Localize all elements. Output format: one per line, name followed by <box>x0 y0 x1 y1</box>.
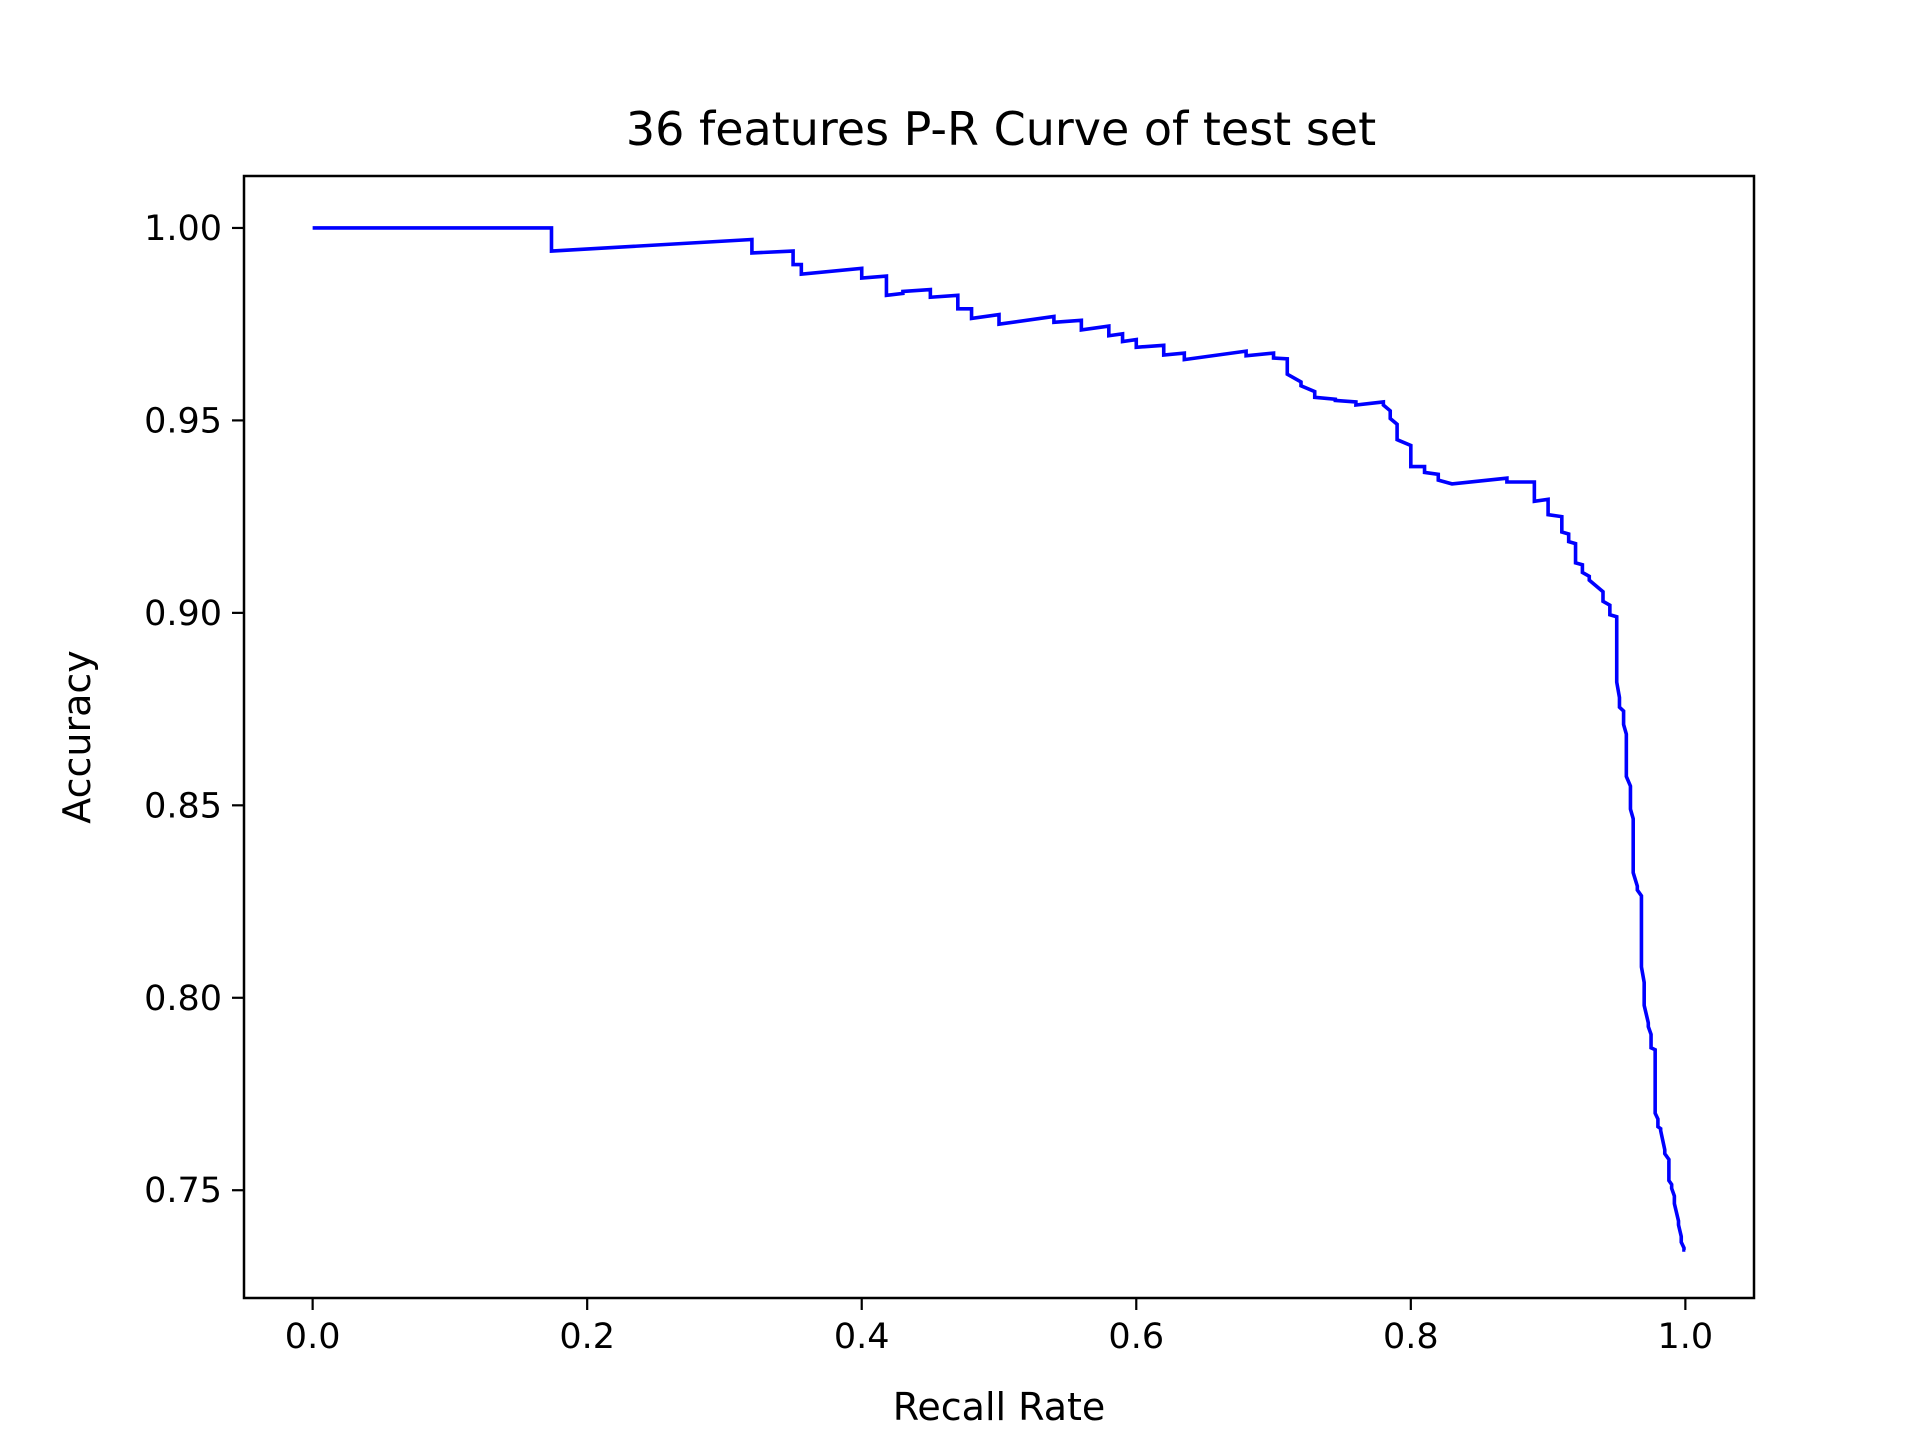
plot-frame <box>242 174 1756 1300</box>
y-tick-label: 0.75 <box>144 1171 222 1211</box>
y-tick-label: 0.90 <box>144 594 222 634</box>
x-tick-label: 0.4 <box>834 1317 890 1357</box>
x-axis: 0.0 0.2 0.4 0.6 0.8 1.0 <box>285 1298 1713 1357</box>
plot-area <box>312 226 1686 1252</box>
x-tick-label: 1.0 <box>1658 1317 1714 1357</box>
x-axis-label: Recall Rate <box>893 1385 1106 1429</box>
y-tick-label: 0.85 <box>144 786 222 826</box>
y-tick-label: 0.80 <box>144 979 222 1019</box>
y-axis: 0.75 0.80 0.85 0.90 0.95 1.00 <box>144 209 244 1211</box>
x-tick-label: 0.6 <box>1108 1317 1164 1357</box>
pr-curve-line <box>312 226 1686 1252</box>
y-tick-label: 0.95 <box>144 401 222 441</box>
x-tick-label: 0.0 <box>285 1317 341 1357</box>
x-tick-label: 0.2 <box>559 1317 615 1357</box>
y-tick-label: 1.00 <box>144 209 222 249</box>
x-tick-label: 0.8 <box>1383 1317 1439 1357</box>
y-axis-label: Accuracy <box>55 650 99 824</box>
chart-title: 36 features P-R Curve of test set <box>626 102 1376 156</box>
